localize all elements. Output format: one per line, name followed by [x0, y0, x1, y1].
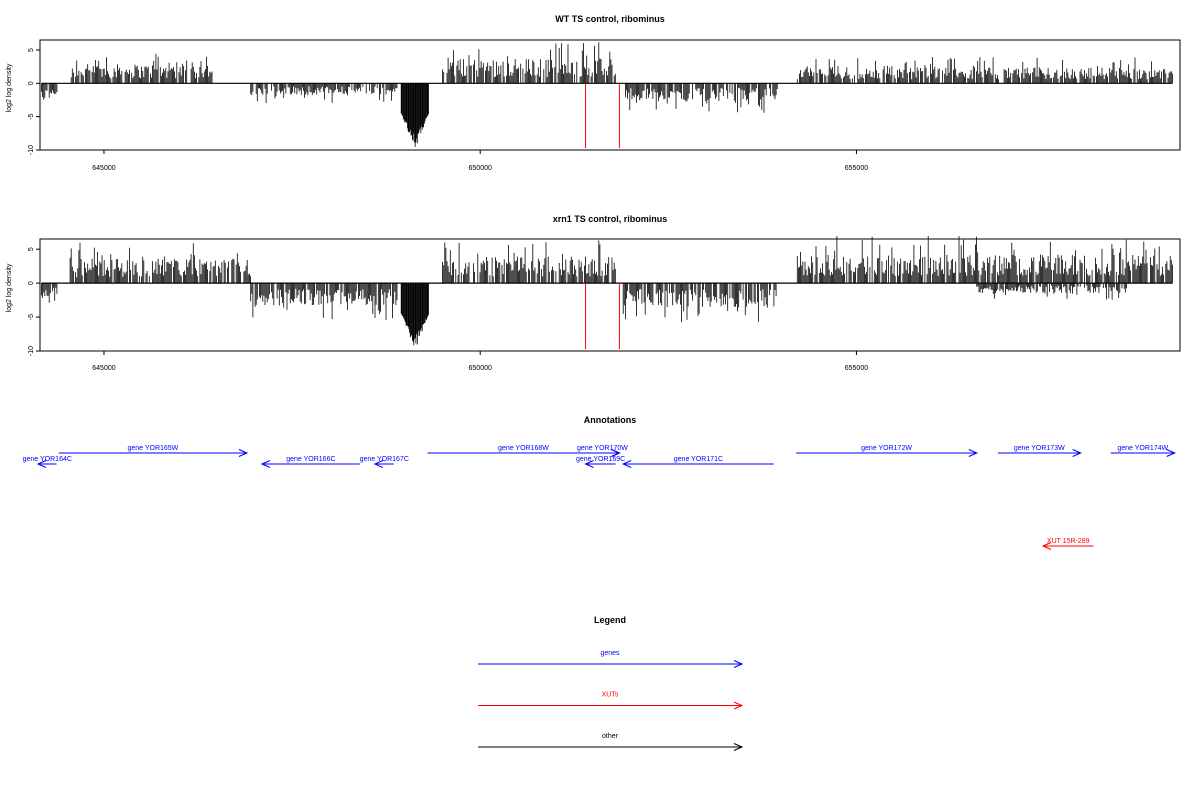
wt-track-panel: WT TS control, ribominus log2 log densit… [6, 14, 1181, 172]
annotation-feature: gene YOR167C [360, 456, 409, 468]
wt-x-tick-label: 645000 [92, 165, 115, 172]
legend-label: genes [600, 650, 620, 657]
xrn1-y-tick-label: 0 [28, 281, 35, 285]
wt-y-tick-label: -5 [28, 113, 35, 119]
feature-arrow-head [584, 460, 594, 468]
xrn1-y-tick-label: -10 [28, 346, 35, 356]
xrn1-x-axis: 645000 650000 655000 [92, 351, 868, 372]
annotation-feature: gene YOR173W [997, 445, 1082, 457]
legend-title: Legend [594, 615, 626, 625]
legend-label: other [602, 733, 619, 740]
legend-arrow-head [733, 660, 744, 668]
feature-label: gene YOR173W [1014, 445, 1065, 452]
wt-track-title: WT TS control, ribominus [555, 14, 665, 24]
feature-label: XUT 15R-289 [1047, 538, 1090, 545]
wt-y-tick-label: 5 [28, 48, 35, 52]
feature-label: gene YOR165W [127, 445, 178, 452]
feature-label: gene YOR167C [360, 456, 409, 463]
feature-arrow-head [611, 449, 621, 457]
annotation-feature: gene YOR170W [577, 445, 628, 457]
legend-arrow-head [733, 743, 744, 751]
wt-y-tick-label: -10 [28, 145, 35, 155]
xrn1-reference-lines [585, 283, 620, 349]
annotation-feature: gene YOR166C [260, 456, 360, 468]
annotation-feature: gene YOR165W [58, 445, 249, 457]
wt-plot-frame [39, 39, 1181, 151]
legend-entries: genes XUTs other [478, 650, 744, 751]
feature-arrow-head [621, 460, 632, 468]
legend-entry: XUTs [478, 692, 744, 710]
wt-x-axis: 645000 650000 655000 [92, 150, 868, 172]
xrn1-plot-frame [39, 238, 1181, 352]
annotation-features: gene YOR164C gene YOR165W gene YOR166C gene… [23, 445, 1176, 550]
annotation-feature: gene YOR174W [1110, 445, 1176, 457]
legend-entry: other [478, 733, 744, 751]
legend-arrow-head [733, 701, 744, 710]
xrn1-track-ylabel: log2 log density [6, 263, 13, 312]
xrn1-y-tick-label: 5 [28, 247, 35, 251]
xrn1-track-title: xrn1 TS control, ribominus [553, 214, 668, 224]
annotation-feature: gene YOR164C [23, 456, 72, 468]
wt-x-tick-label: 655000 [845, 165, 868, 172]
feature-arrow-head [1041, 542, 1052, 550]
feature-label: gene YOR166C [286, 456, 335, 463]
feature-label: gene YOR164C [23, 456, 72, 463]
annotation-feature: gene YOR171C [621, 456, 774, 468]
feature-label: gene YOR171C [674, 456, 723, 463]
feature-arrow-head [373, 460, 384, 468]
feature-label: gene YOR168W [498, 445, 549, 452]
annotation-feature: XUT 15R-289 [1041, 538, 1094, 550]
wt-y-tick-label: 0 [28, 81, 35, 85]
annotation-feature: gene YOR172W [796, 445, 979, 457]
feature-arrow-head [968, 449, 979, 457]
wt-track-ylabel: log2 log density [6, 63, 13, 112]
feature-arrow-head [1072, 449, 1082, 457]
xrn1-y-tick-label: -5 [28, 314, 35, 320]
annotation-feature: gene YOR169C [576, 456, 625, 468]
legend-panel: Legend genes XUTs other [478, 615, 744, 751]
xrn1-x-tick-label: 655000 [845, 365, 868, 372]
xrn1-x-tick-label: 650000 [469, 365, 492, 372]
legend-entry: genes [478, 650, 744, 668]
feature-arrow-head [1166, 449, 1176, 457]
xrn1-x-tick-label: 645000 [92, 365, 115, 372]
annotations-title: Annotations [584, 415, 637, 425]
feature-label: gene YOR169C [576, 456, 625, 463]
feature-label: gene YOR174W [1117, 445, 1168, 452]
feature-label: gene YOR170W [577, 445, 628, 452]
xrn1-y-axis: 5 0 -5 -10 [28, 247, 40, 356]
wt-signal-bars [41, 42, 1173, 147]
xrn1-track-panel: xrn1 TS control, ribominus log2 log dens… [6, 214, 1181, 372]
wt-y-axis: 5 0 -5 -10 [28, 48, 40, 155]
feature-arrow-head [260, 460, 271, 468]
feature-label: gene YOR172W [861, 445, 912, 452]
wt-x-tick-label: 650000 [469, 165, 492, 172]
xrn1-signal-bars [41, 235, 1173, 346]
legend-label: XUTs [602, 692, 619, 699]
wt-reference-lines [585, 83, 620, 148]
feature-arrow-head [238, 449, 249, 457]
feature-arrow-head [36, 460, 47, 468]
